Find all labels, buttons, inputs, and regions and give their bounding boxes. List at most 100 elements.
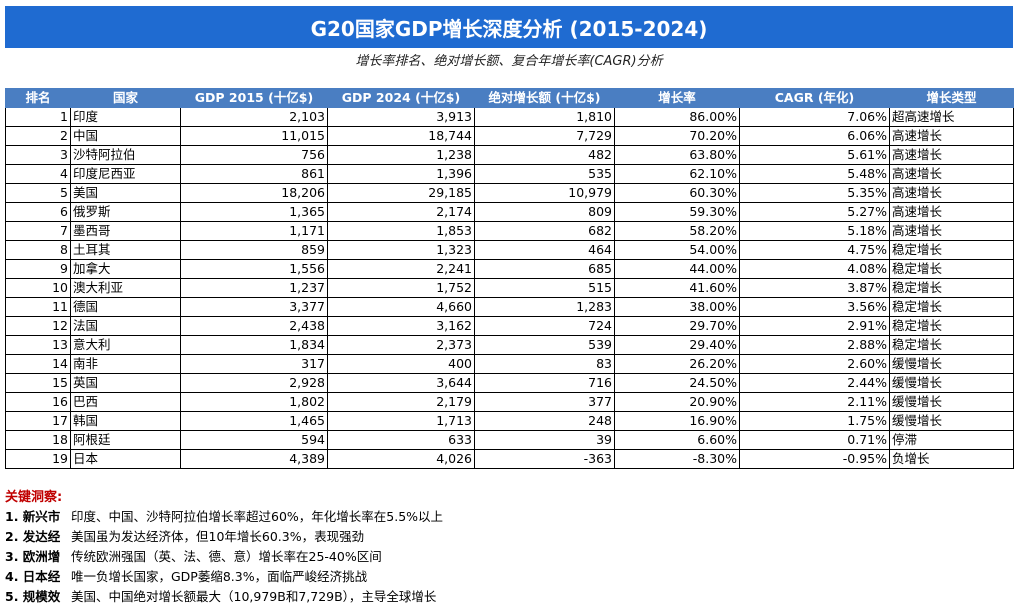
gdp-2015-cell[interactable]: 1,237 [180, 278, 328, 298]
growth-type-cell[interactable]: 高速增长 [889, 145, 1014, 165]
growth-type-cell[interactable]: 超高速增长 [889, 107, 1014, 127]
empty-row[interactable] [5, 70, 1013, 88]
insight-line[interactable]: 4. 日本经 唯一负增长国家，GDP萎缩8.3%，面临严峻经济挑战 [5, 567, 1013, 587]
cagr-cell[interactable]: 2.44% [739, 373, 890, 393]
cagr-cell[interactable]: 0.71% [739, 430, 890, 450]
growth-rate-cell[interactable]: 20.90% [614, 392, 740, 412]
growth-rate-cell[interactable]: 59.30% [614, 202, 740, 222]
country-cell[interactable]: 俄罗斯 [70, 202, 181, 222]
gdp-2015-cell[interactable]: 3,377 [180, 297, 328, 317]
gdp-2024-cell[interactable]: 1,713 [327, 411, 475, 431]
country-cell[interactable]: 英国 [70, 373, 181, 393]
gdp-2024-cell[interactable]: 3,913 [327, 107, 475, 127]
growth-rate-cell[interactable]: 44.00% [614, 259, 740, 279]
growth-rate-cell[interactable]: 54.00% [614, 240, 740, 260]
gdp-2015-cell[interactable]: 859 [180, 240, 328, 260]
absolute-growth-cell[interactable]: 724 [474, 316, 615, 336]
growth-rate-cell[interactable]: 86.00% [614, 107, 740, 127]
absolute-growth-cell[interactable]: 515 [474, 278, 615, 298]
gdp-2024-cell[interactable]: 1,323 [327, 240, 475, 260]
gdp-2015-cell[interactable]: 4,389 [180, 449, 328, 469]
cagr-cell[interactable]: 5.18% [739, 221, 890, 241]
growth-type-cell[interactable]: 高速增长 [889, 221, 1014, 241]
gdp-2015-cell[interactable]: 1,802 [180, 392, 328, 412]
gdp-2015-cell[interactable]: 756 [180, 145, 328, 165]
header-growth-rate[interactable]: 增长率 [614, 88, 740, 108]
gdp-2015-cell[interactable]: 2,928 [180, 373, 328, 393]
absolute-growth-cell[interactable]: 7,729 [474, 126, 615, 146]
cagr-cell[interactable]: 5.48% [739, 164, 890, 184]
gdp-2024-cell[interactable]: 633 [327, 430, 475, 450]
rank-cell[interactable]: 18 [5, 430, 71, 450]
growth-type-cell[interactable]: 缓慢增长 [889, 373, 1014, 393]
gdp-2024-cell[interactable]: 3,644 [327, 373, 475, 393]
absolute-growth-cell[interactable]: 377 [474, 392, 615, 412]
growth-type-cell[interactable]: 负增长 [889, 449, 1014, 469]
rank-cell[interactable]: 10 [5, 278, 71, 298]
country-cell[interactable]: 澳大利亚 [70, 278, 181, 298]
growth-type-cell[interactable]: 高速增长 [889, 126, 1014, 146]
country-cell[interactable]: 中国 [70, 126, 181, 146]
country-cell[interactable]: 加拿大 [70, 259, 181, 279]
cagr-cell[interactable]: 4.08% [739, 259, 890, 279]
absolute-growth-cell[interactable]: 682 [474, 221, 615, 241]
gdp-2015-cell[interactable]: 594 [180, 430, 328, 450]
rank-cell[interactable]: 5 [5, 183, 71, 203]
sheet-title[interactable]: G20国家GDP增长深度分析 (2015-2024) [5, 6, 1013, 48]
gdp-2024-cell[interactable]: 400 [327, 354, 475, 374]
growth-rate-cell[interactable]: 38.00% [614, 297, 740, 317]
rank-cell[interactable]: 14 [5, 354, 71, 374]
gdp-2015-cell[interactable]: 861 [180, 164, 328, 184]
absolute-growth-cell[interactable]: 10,979 [474, 183, 615, 203]
country-cell[interactable]: 法国 [70, 316, 181, 336]
gdp-2015-cell[interactable]: 1,465 [180, 411, 328, 431]
absolute-growth-cell[interactable]: 482 [474, 145, 615, 165]
gdp-2024-cell[interactable]: 29,185 [327, 183, 475, 203]
country-cell[interactable]: 南非 [70, 354, 181, 374]
growth-type-cell[interactable]: 稳定增长 [889, 297, 1014, 317]
insight-line[interactable]: 3. 欧洲增 传统欧洲强国（英、法、德、意）增长率在25-40%区间 [5, 547, 1013, 567]
gdp-2015-cell[interactable]: 317 [180, 354, 328, 374]
gdp-2015-cell[interactable]: 1,171 [180, 221, 328, 241]
absolute-growth-cell[interactable]: 83 [474, 354, 615, 374]
header-country[interactable]: 国家 [70, 88, 181, 108]
rank-cell[interactable]: 15 [5, 373, 71, 393]
growth-rate-cell[interactable]: 62.10% [614, 164, 740, 184]
gdp-2015-cell[interactable]: 2,103 [180, 107, 328, 127]
country-cell[interactable]: 阿根廷 [70, 430, 181, 450]
country-cell[interactable]: 印度尼西亚 [70, 164, 181, 184]
country-cell[interactable]: 土耳其 [70, 240, 181, 260]
rank-cell[interactable]: 17 [5, 411, 71, 431]
header-growth-type[interactable]: 增长类型 [889, 88, 1014, 108]
gdp-2024-cell[interactable]: 2,373 [327, 335, 475, 355]
rank-cell[interactable]: 9 [5, 259, 71, 279]
growth-rate-cell[interactable]: 16.90% [614, 411, 740, 431]
growth-type-cell[interactable]: 稳定增长 [889, 278, 1014, 298]
header-cagr[interactable]: CAGR (年化) [739, 88, 890, 108]
absolute-growth-cell[interactable]: 39 [474, 430, 615, 450]
insight-line[interactable]: 5. 规模效 美国、中国绝对增长额最大（10,979B和7,729B），主导全球增… [5, 587, 1013, 607]
cagr-cell[interactable]: 5.27% [739, 202, 890, 222]
header-absolute-growth[interactable]: 绝对增长额 (十亿$) [474, 88, 615, 108]
absolute-growth-cell[interactable]: 1,283 [474, 297, 615, 317]
country-cell[interactable]: 德国 [70, 297, 181, 317]
rank-cell[interactable]: 4 [5, 164, 71, 184]
growth-type-cell[interactable]: 缓慢增长 [889, 411, 1014, 431]
growth-rate-cell[interactable]: 24.50% [614, 373, 740, 393]
cagr-cell[interactable]: 7.06% [739, 107, 890, 127]
country-cell[interactable]: 日本 [70, 449, 181, 469]
gdp-2015-cell[interactable]: 11,015 [180, 126, 328, 146]
country-cell[interactable]: 意大利 [70, 335, 181, 355]
rank-cell[interactable]: 11 [5, 297, 71, 317]
cagr-cell[interactable]: 3.56% [739, 297, 890, 317]
country-cell[interactable]: 美国 [70, 183, 181, 203]
gdp-2024-cell[interactable]: 2,174 [327, 202, 475, 222]
country-cell[interactable]: 沙特阿拉伯 [70, 145, 181, 165]
absolute-growth-cell[interactable]: 539 [474, 335, 615, 355]
absolute-growth-cell[interactable]: 535 [474, 164, 615, 184]
rank-cell[interactable]: 19 [5, 449, 71, 469]
country-cell[interactable]: 墨西哥 [70, 221, 181, 241]
growth-type-cell[interactable]: 高速增长 [889, 183, 1014, 203]
cagr-cell[interactable]: 5.35% [739, 183, 890, 203]
cagr-cell[interactable]: 6.06% [739, 126, 890, 146]
